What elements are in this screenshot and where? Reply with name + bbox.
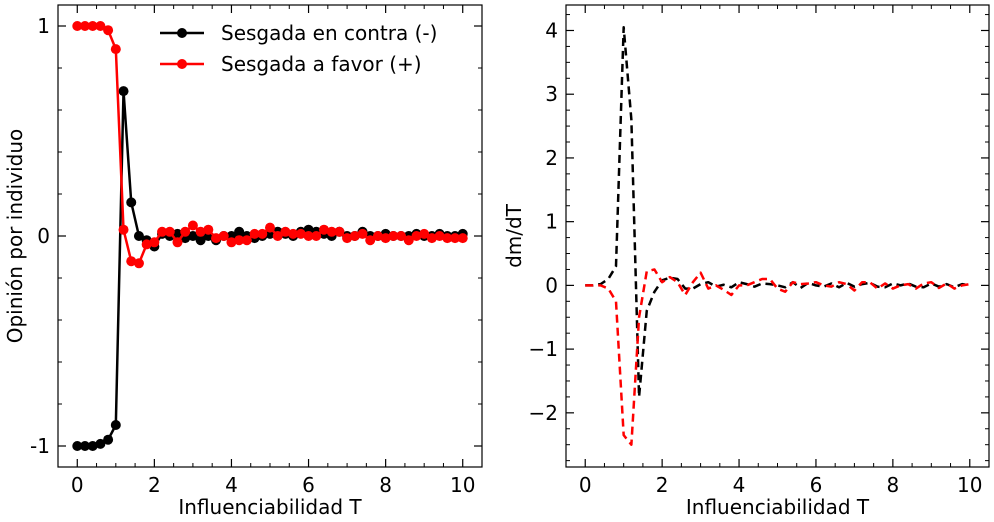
x-tick-label: 0 bbox=[71, 473, 84, 497]
x-tick-label: 0 bbox=[579, 473, 592, 497]
y-tick-label: 4 bbox=[545, 18, 558, 42]
x-tick-label: 6 bbox=[302, 473, 315, 497]
data-point bbox=[180, 227, 190, 237]
series-line-2 bbox=[585, 269, 970, 444]
data-point bbox=[257, 229, 267, 239]
x-tick-label: 4 bbox=[733, 473, 746, 497]
x-tick-label: 8 bbox=[886, 473, 899, 497]
data-point bbox=[111, 420, 121, 430]
data-point bbox=[242, 235, 252, 245]
data-point bbox=[172, 237, 182, 247]
data-point bbox=[119, 225, 129, 235]
y-tick-label: 1 bbox=[37, 14, 50, 38]
y-tick-label: −2 bbox=[529, 401, 558, 425]
data-point bbox=[165, 227, 175, 237]
legend-entry: Sesgada a favor (+) bbox=[221, 52, 422, 76]
legend-marker bbox=[177, 28, 187, 38]
legend-marker bbox=[177, 59, 187, 69]
x-tick-label: 8 bbox=[379, 473, 392, 497]
series-1 bbox=[585, 27, 970, 397]
legend-entry: Sesgada en contra (-) bbox=[221, 21, 437, 45]
series-line-1 bbox=[77, 91, 462, 446]
data-point bbox=[103, 25, 113, 35]
x-tick-label: 10 bbox=[450, 473, 475, 497]
y-tick-label: 2 bbox=[545, 146, 558, 170]
data-point bbox=[203, 225, 213, 235]
y-tick-label: 3 bbox=[545, 82, 558, 106]
x-axis-label: Influenciabilidad T bbox=[178, 495, 362, 519]
data-point bbox=[358, 229, 368, 239]
legend: Sesgada en contra (-) Sesgada a favor (+) bbox=[160, 21, 437, 76]
data-point bbox=[134, 258, 144, 268]
data-point bbox=[458, 233, 468, 243]
y-tick-label: 0 bbox=[37, 224, 50, 248]
y-axis-label: Opinión por individuo bbox=[3, 129, 27, 344]
data-point bbox=[265, 223, 275, 233]
x-tick-label: 2 bbox=[656, 473, 669, 497]
x-tick-label: 2 bbox=[148, 473, 161, 497]
data-point bbox=[111, 44, 121, 54]
y-tick-label: -1 bbox=[30, 434, 50, 458]
series-2 bbox=[585, 269, 970, 444]
data-point bbox=[149, 237, 159, 247]
plot-frame bbox=[566, 5, 989, 467]
data-point bbox=[334, 227, 344, 237]
data-point bbox=[103, 435, 113, 445]
x-tick-label: 10 bbox=[957, 473, 982, 497]
data-point bbox=[219, 231, 229, 241]
y-tick-label: 0 bbox=[545, 273, 558, 297]
y-tick-label: 1 bbox=[545, 210, 558, 234]
x-axis-label: Influenciabilidad T bbox=[686, 495, 870, 519]
data-point bbox=[119, 86, 129, 96]
series-1 bbox=[72, 86, 467, 451]
data-point bbox=[126, 197, 136, 207]
series-line-1 bbox=[585, 27, 970, 397]
y-tick-label: −1 bbox=[529, 337, 558, 361]
x-tick-label: 4 bbox=[225, 473, 238, 497]
data-point bbox=[188, 221, 198, 231]
x-tick-label: 6 bbox=[810, 473, 823, 497]
plot-panel-1: 0 2 4 6 8 10 -1 0 1 Influenciabilidad T Opinión po… bbox=[3, 5, 482, 519]
data-point bbox=[311, 231, 321, 241]
y-axis-label: dm/dT bbox=[502, 203, 526, 268]
